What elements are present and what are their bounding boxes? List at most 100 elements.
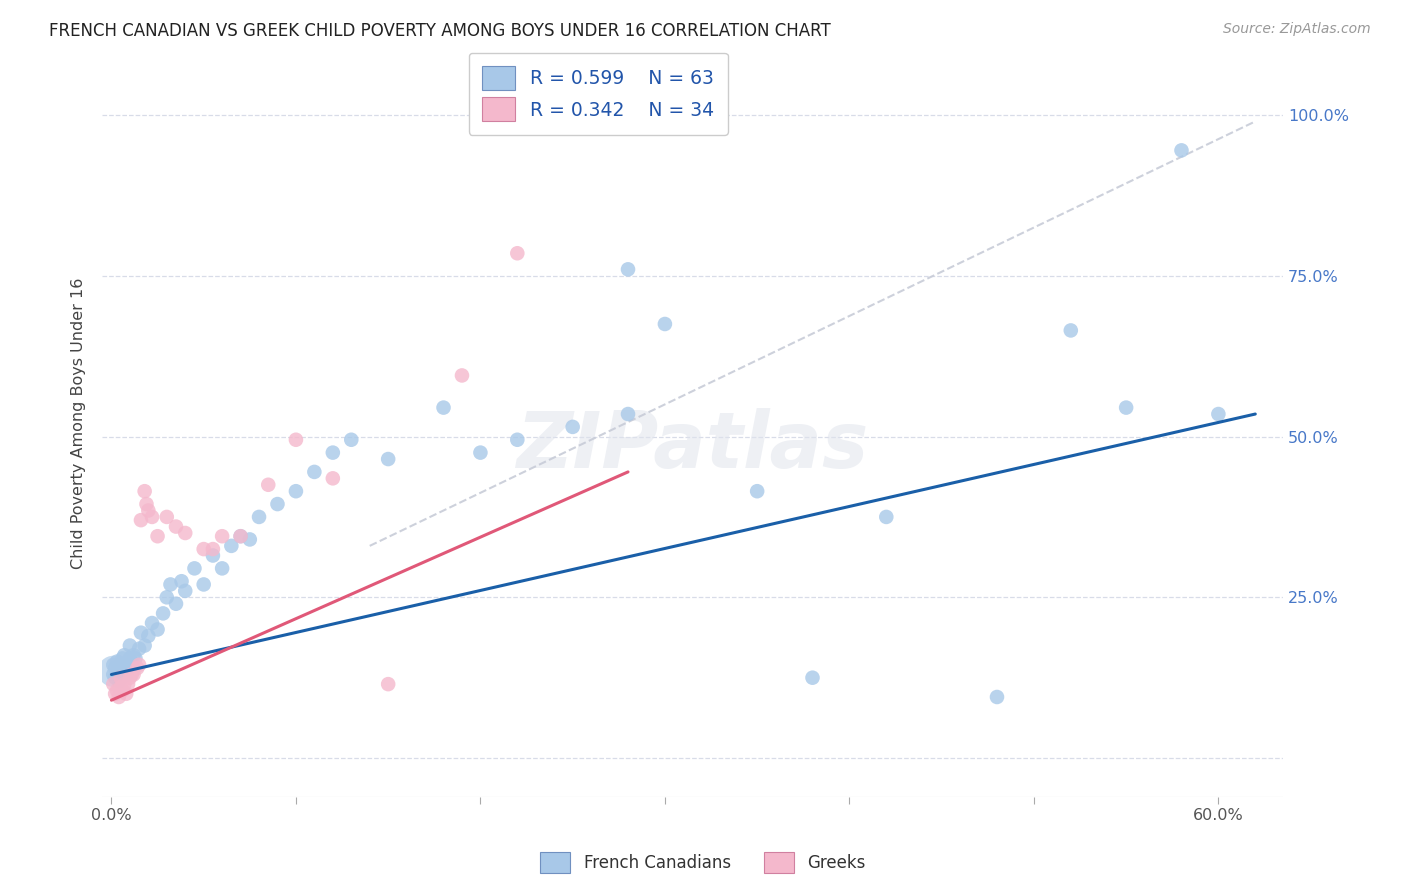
Point xyxy=(377,452,399,467)
Point xyxy=(284,484,307,499)
Point xyxy=(110,671,132,685)
Point xyxy=(105,667,128,681)
Point xyxy=(470,445,492,459)
Point xyxy=(146,529,169,543)
Point xyxy=(117,661,139,675)
Point xyxy=(257,477,280,491)
Point xyxy=(104,687,127,701)
Point xyxy=(129,625,152,640)
Point xyxy=(201,549,224,563)
Point xyxy=(322,471,344,485)
Point xyxy=(506,246,529,260)
Point xyxy=(115,687,138,701)
Point xyxy=(103,657,125,672)
Point xyxy=(247,510,270,524)
Point xyxy=(104,671,127,685)
Point xyxy=(156,510,179,524)
Point xyxy=(266,497,288,511)
Text: Source: ZipAtlas.com: Source: ZipAtlas.com xyxy=(1223,22,1371,37)
Point xyxy=(156,591,179,605)
Point xyxy=(747,484,769,499)
Point xyxy=(110,681,132,695)
Point xyxy=(105,683,128,698)
Point xyxy=(1060,323,1083,337)
Point xyxy=(124,651,146,665)
Point xyxy=(112,677,135,691)
Point xyxy=(115,657,138,672)
Point xyxy=(654,317,676,331)
Text: FRENCH CANADIAN VS GREEK CHILD POVERTY AMONG BOYS UNDER 16 CORRELATION CHART: FRENCH CANADIAN VS GREEK CHILD POVERTY A… xyxy=(49,22,831,40)
Point xyxy=(127,661,149,675)
Point xyxy=(193,542,215,557)
Point xyxy=(134,639,156,653)
Point xyxy=(506,433,529,447)
Point xyxy=(110,671,132,685)
Point xyxy=(121,656,143,670)
Point xyxy=(183,561,205,575)
Point xyxy=(211,561,233,575)
Point xyxy=(561,420,583,434)
Point xyxy=(304,465,326,479)
Point xyxy=(152,607,174,621)
Point xyxy=(105,655,128,669)
Point xyxy=(112,648,135,663)
Point xyxy=(122,667,145,681)
Point xyxy=(122,648,145,663)
Point xyxy=(110,661,132,675)
Point xyxy=(115,667,138,681)
Point xyxy=(108,673,131,688)
Point xyxy=(377,677,399,691)
Point xyxy=(986,690,1008,704)
Point xyxy=(129,513,152,527)
Point xyxy=(340,433,363,447)
Point xyxy=(801,671,824,685)
Point xyxy=(239,533,262,547)
Point xyxy=(104,661,127,675)
Point xyxy=(1208,407,1230,421)
Point xyxy=(211,529,233,543)
Point xyxy=(111,667,134,681)
Point xyxy=(159,577,181,591)
Legend: R = 0.599    N = 63, R = 0.342    N = 34: R = 0.599 N = 63, R = 0.342 N = 34 xyxy=(468,53,728,135)
Point xyxy=(108,690,131,704)
Point xyxy=(201,542,224,557)
Point xyxy=(174,526,197,541)
Point xyxy=(451,368,474,383)
Point xyxy=(193,577,215,591)
Point xyxy=(170,574,193,589)
Text: ZIPatlas: ZIPatlas xyxy=(516,408,869,484)
Point xyxy=(118,639,141,653)
Point xyxy=(1115,401,1137,415)
Point xyxy=(221,539,243,553)
Point xyxy=(141,615,163,630)
Point xyxy=(134,484,156,499)
Legend: French Canadians, Greeks: French Canadians, Greeks xyxy=(534,846,872,880)
Point xyxy=(112,665,135,679)
Point xyxy=(141,510,163,524)
Point xyxy=(108,661,131,675)
Point xyxy=(118,671,141,685)
Point xyxy=(117,677,139,691)
Point xyxy=(432,401,454,415)
Point xyxy=(111,651,134,665)
Point xyxy=(229,529,252,543)
Point xyxy=(128,657,150,672)
Point xyxy=(229,529,252,543)
Point xyxy=(103,667,125,681)
Point xyxy=(135,497,157,511)
Point xyxy=(875,510,897,524)
Point xyxy=(103,677,125,691)
Point xyxy=(165,519,187,533)
Point xyxy=(322,445,344,459)
Point xyxy=(138,503,160,517)
Point xyxy=(111,683,134,698)
Point xyxy=(118,651,141,665)
Y-axis label: Child Poverty Among Boys Under 16: Child Poverty Among Boys Under 16 xyxy=(72,278,86,569)
Point xyxy=(1170,144,1192,158)
Point xyxy=(174,583,197,598)
Point xyxy=(121,667,143,681)
Point xyxy=(128,641,150,656)
Point xyxy=(617,262,640,277)
Point xyxy=(284,433,307,447)
Point xyxy=(103,665,125,679)
